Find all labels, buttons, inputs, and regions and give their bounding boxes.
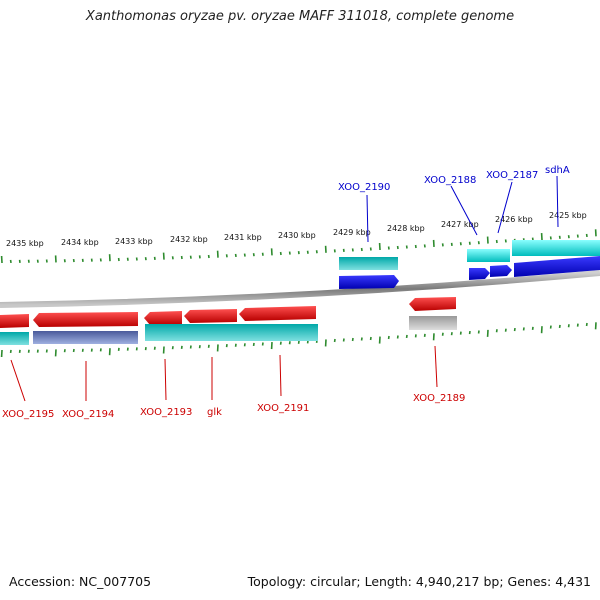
gene-xoo-2187[interactable] [490,265,512,277]
scale-label: 2433 kbp [115,237,153,246]
gene-glk[interactable] [184,309,237,323]
scale-label: 2427 kbp [441,220,479,229]
scale-label: 2428 kbp [387,224,425,233]
gene-xoo-2190[interactable] [339,275,399,289]
leader-line [366,194,369,243]
scale-label: 2431 kbp [224,233,262,242]
cds-sdha[interactable] [512,240,600,256]
gene-label-xoo-2195[interactable]: XOO_2195 [2,409,54,420]
gene-xoo-2195[interactable] [0,314,29,328]
gene-label-xoo-2189[interactable]: XOO_2189 [413,393,465,404]
gene-label-sdha[interactable]: sdhA [545,165,570,176]
cds-xoo-2193-2191[interactable] [145,324,318,341]
scale-label: 2435 kbp [6,239,44,248]
gene-label-xoo-2187[interactable]: XOO_2187 [486,170,538,181]
leader-line [556,175,559,228]
cds-xoo-2190[interactable] [339,257,398,270]
scale-label: 2425 kbp [549,211,587,220]
gene-label-glk[interactable]: glk [207,407,222,418]
scale-label: 2429 kbp [333,228,371,237]
gene-xoo-2191[interactable] [239,306,316,321]
outer-tick-ring [0,229,597,264]
gene-label-xoo-2193[interactable]: XOO_2193 [140,407,192,418]
gene-sdha[interactable] [514,256,600,277]
leader-line [450,185,478,236]
cds-xoo-2194[interactable] [33,331,138,344]
gene-xoo-2189[interactable] [409,297,456,311]
accession-text: Accession: NC_007705 [9,574,152,589]
gene-xoo-2194[interactable] [33,312,138,327]
scale-label: 2432 kbp [170,235,208,244]
scale-label: 2426 kbp [495,215,533,224]
cds-xoo-2195[interactable] [0,332,29,345]
scale-label: 2434 kbp [61,238,99,247]
scale-label: 2430 kbp [278,231,316,240]
gene-xoo-2188[interactable] [469,268,490,280]
genome-backbone [0,270,600,308]
leader-line [164,358,167,401]
gene-label-xoo-2194[interactable]: XOO_2194 [62,409,114,420]
map-title: Xanthomonas oryzae pv. oryzae MAFF 31101… [85,9,515,24]
gene-xoo-2193[interactable] [144,311,182,325]
cds-xoo-2189[interactable] [409,316,457,330]
gene-label-xoo-2190[interactable]: XOO_2190 [338,182,390,193]
leader-line [434,345,438,388]
gene-label-xoo-2188[interactable]: XOO_2188 [424,175,476,186]
gene-label-xoo-2191[interactable]: XOO_2191 [257,403,309,414]
topology-text: Topology: circular; Length: 4,940,217 bp… [247,574,591,589]
inner-tick-ring [0,322,597,358]
leader-line [497,181,513,234]
cds-xoo-2188[interactable] [467,249,510,262]
leader-line [279,354,282,397]
leader-line [10,359,26,402]
